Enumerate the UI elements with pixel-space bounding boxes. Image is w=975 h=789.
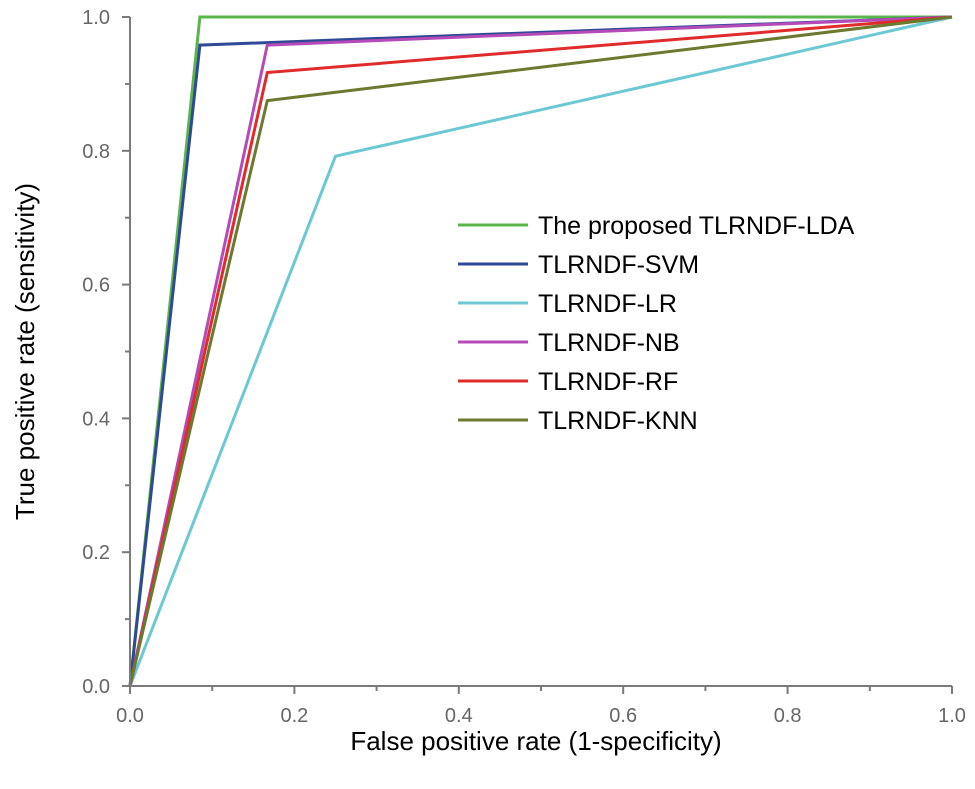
legend-label-1: TLRNDF-SVM [538, 251, 699, 279]
legend-label-4: TLRNDF-RF [538, 368, 678, 396]
y-tick-label: 0.6 [82, 275, 110, 297]
series-line-3 [128, 15, 953, 687]
ticks: 0.0 0.2 0.4 0.6 0.8 1.0 0.0 0.2 0.4 0.6 0.8 1.0 [82, 7, 966, 727]
x-axis-title: False positive rate (1-specificity) [350, 726, 721, 756]
y-tick-label: 0.8 [82, 141, 110, 163]
x-tick-label: 0.6 [609, 705, 637, 727]
y-tick-label: 0.0 [82, 676, 110, 698]
y-tick-label: 1.0 [82, 7, 110, 29]
legend-label-3: TLRNDF-NB [538, 329, 680, 357]
series-line-2 [128, 15, 953, 687]
x-tick-label: 0.8 [774, 705, 802, 727]
legend-label-2: TLRNDF-LR [538, 290, 677, 318]
x-tick-label: 0.4 [445, 705, 473, 727]
series-line-5 [128, 15, 953, 687]
legend-label-5: TLRNDF-KNN [538, 407, 698, 435]
y-axis-title: True positive rate (sensitivity) [10, 183, 40, 520]
series-line-4 [128, 15, 953, 687]
legend-label-0: The proposed TLRNDF-LDA [538, 212, 855, 240]
legend: The proposed TLRNDF-LDA TLRNDF-SVM TLRNDF-… [458, 212, 855, 435]
y-tick-label: 0.2 [82, 542, 110, 564]
y-tick-label: 0.4 [82, 408, 110, 430]
x-tick-label: 1.0 [938, 705, 966, 727]
x-tick-label: 0.2 [280, 705, 308, 727]
plot-lines [128, 15, 953, 687]
x-tick-label: 0.0 [116, 705, 144, 727]
